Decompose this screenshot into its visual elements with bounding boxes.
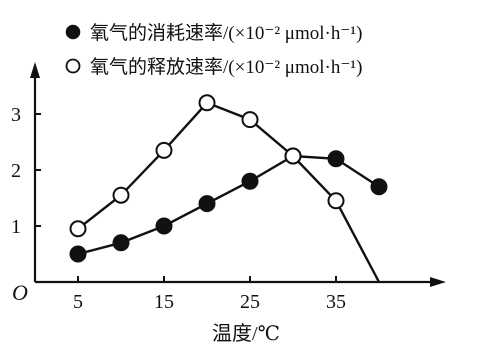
data-point-release <box>155 141 173 159</box>
y-tick-label: 2 <box>11 160 21 182</box>
y-ticks: 1 2 3 <box>11 104 41 238</box>
data-point-consumption <box>69 245 87 263</box>
series-layer <box>69 94 388 283</box>
data-point-consumption <box>155 217 173 235</box>
data-point-release <box>241 111 259 129</box>
data-point-consumption <box>327 150 345 168</box>
x-ticks: 5 15 25 35 <box>73 276 346 313</box>
x-tick-label: 5 <box>73 291 83 313</box>
data-point-release <box>112 186 130 204</box>
data-point-release <box>284 147 302 165</box>
x-tick-label: 35 <box>326 291 346 313</box>
x-axis-title: 温度/℃ <box>212 322 280 345</box>
data-point-consumption <box>241 172 259 190</box>
data-point-consumption <box>370 178 388 196</box>
series-line-release <box>77 101 381 283</box>
legend: 氧气的消耗速率/(×10⁻² μmol·h⁻¹) 氧气的释放速率/(×10⁻² … <box>65 22 362 78</box>
data-point-release <box>69 220 87 238</box>
legend-marker-release <box>65 58 81 74</box>
x-tick-label: 15 <box>154 291 174 313</box>
data-point-release <box>198 94 216 112</box>
data-point-consumption <box>112 234 130 252</box>
legend-label-consumption: 氧气的消耗速率/(×10⁻² μmol·h⁻¹) <box>90 22 362 44</box>
y-tick-label: 3 <box>11 104 21 126</box>
legend-marker-consumption <box>65 24 81 40</box>
data-point-release <box>327 192 345 210</box>
data-point-consumption <box>198 195 216 213</box>
x-tick-label: 25 <box>240 291 260 313</box>
legend-label-release: 氧气的释放速率/(×10⁻² μmol·h⁻¹) <box>90 56 362 78</box>
y-axis-arrow <box>30 62 40 78</box>
y-tick-label: 1 <box>11 216 21 238</box>
x-axis-arrow <box>430 277 446 287</box>
origin-label: O <box>12 280 28 305</box>
